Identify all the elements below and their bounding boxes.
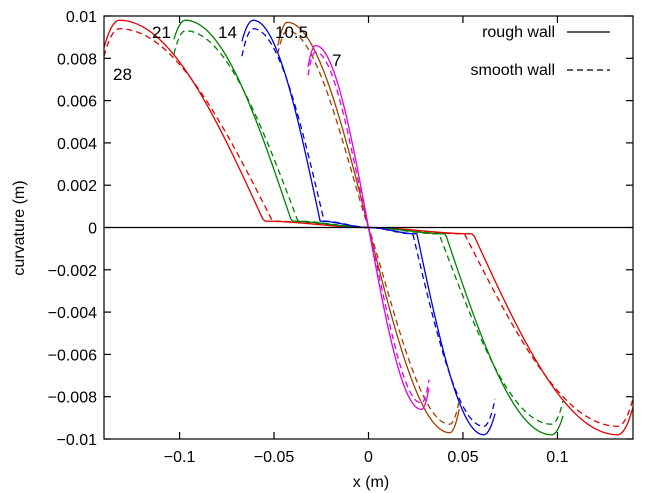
x-tick-label: 0.1 xyxy=(546,449,568,466)
y-tick-label: 0.002 xyxy=(57,178,97,195)
x-tick-label: 0.05 xyxy=(447,449,478,466)
legend-label-smooth: smooth wall xyxy=(471,62,555,79)
ticks-layer: −0.1 −0.05 0 0.05 0.1 0.01 0.008 0.006 0.004 0.00… xyxy=(48,9,633,466)
y-tick-label: 0.004 xyxy=(57,136,97,153)
curve-label-7: 7 xyxy=(332,51,341,70)
legend-label-rough: rough wall xyxy=(482,24,555,41)
curve-label-10.5: 10.5 xyxy=(275,23,308,42)
y-tick-label: −0.004 xyxy=(48,305,97,322)
y-tick-label: 0.008 xyxy=(57,51,97,68)
curve-label-14: 14 xyxy=(218,23,237,42)
y-tick-label: −0.01 xyxy=(57,432,98,449)
x-axis-label: x (m) xyxy=(353,474,389,491)
y-axis-label: curvature (m) xyxy=(11,180,28,275)
curve-label-21: 21 xyxy=(152,23,171,42)
x-tick-label: −0.1 xyxy=(164,449,196,466)
y-tick-label: 0.01 xyxy=(66,9,97,26)
x-tick-label: −0.05 xyxy=(254,449,295,466)
plot-frame xyxy=(103,15,634,440)
y-tick-label: −0.006 xyxy=(48,347,97,364)
curve-label-28: 28 xyxy=(113,65,132,84)
curve-labels-layer: 28 21 14 10.5 7 xyxy=(113,23,341,84)
y-tick-label: −0.002 xyxy=(48,263,97,280)
y-tick-label: −0.008 xyxy=(48,390,97,407)
y-tick-label: 0.006 xyxy=(57,94,97,111)
y-tick-label: 0 xyxy=(88,221,97,238)
x-tick-label: 0 xyxy=(364,449,373,466)
legend: rough wall smooth wall xyxy=(471,24,610,79)
